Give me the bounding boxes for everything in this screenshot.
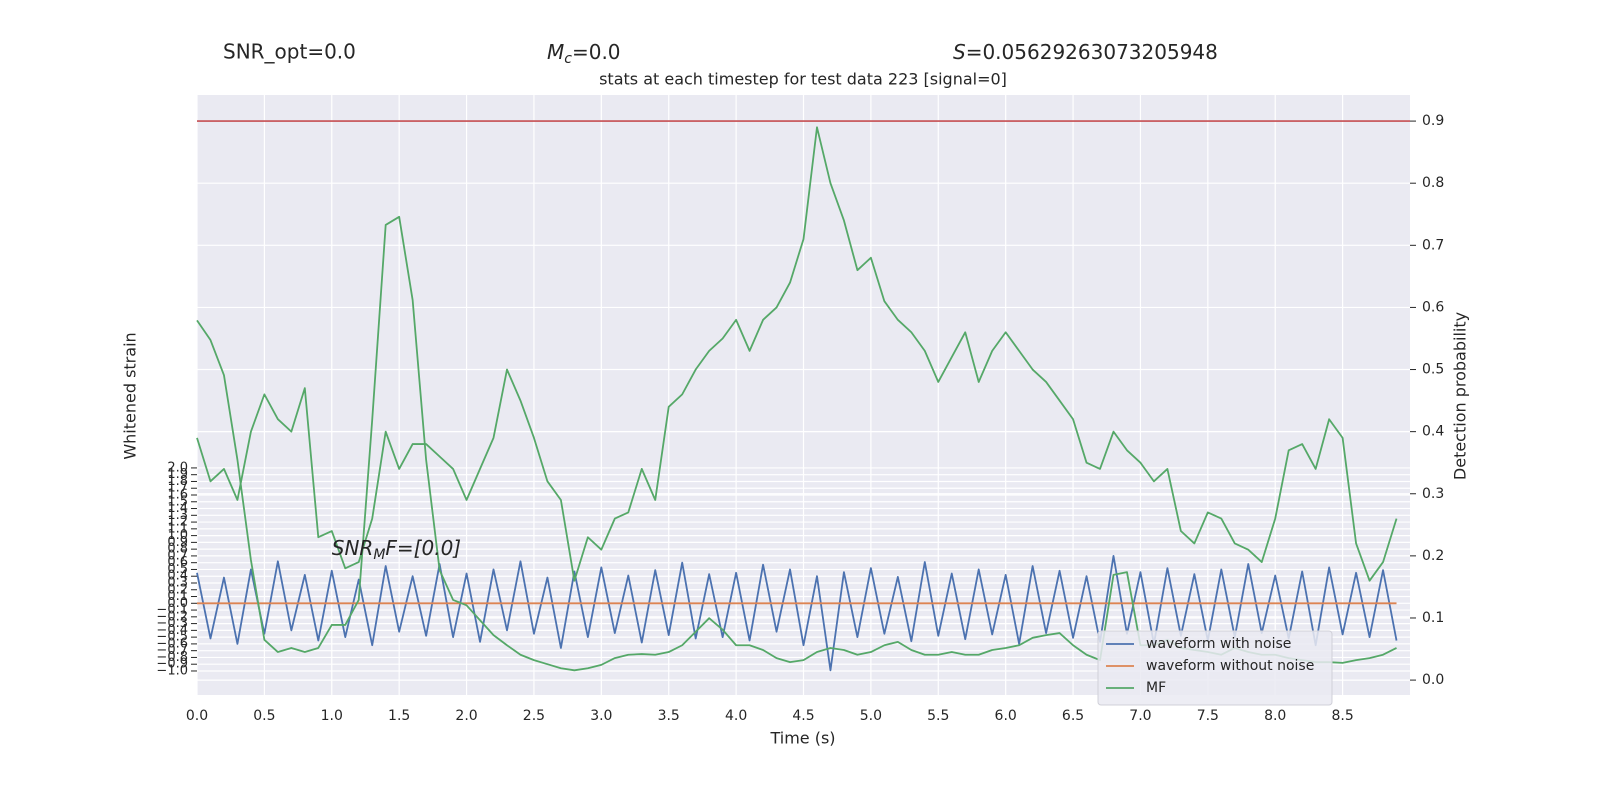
legend: waveform with noise waveform without nois… <box>1097 630 1333 706</box>
y-tick-label: −0.2 <box>156 609 188 624</box>
subscript: c <box>564 51 572 67</box>
y2-tick-label: 0.7 <box>1422 237 1444 253</box>
x-tick-label: 3.5 <box>658 708 680 724</box>
y2-tick-label: 0.8 <box>1422 175 1444 191</box>
legend-label: waveform with noise <box>1146 636 1291 652</box>
y-tick-label: −0.3 <box>156 616 188 631</box>
y2-tick-label: 0.3 <box>1422 486 1444 502</box>
y2-axis-label: Detection probability <box>1451 312 1470 480</box>
y-tick-label: −0.8 <box>156 650 188 665</box>
series-line <box>196 555 1398 672</box>
y-tick-label: −0.1 <box>156 603 188 618</box>
legend-label: MF <box>1146 680 1166 696</box>
x-tick-label: 6.5 <box>1062 708 1084 724</box>
legend-box <box>1097 630 1333 706</box>
y-tick-label: −0.6 <box>156 636 188 651</box>
x-tick-label: 8.5 <box>1331 708 1353 724</box>
text: =0.05629263073205948 <box>966 40 1218 64</box>
symbol: SNR <box>332 536 374 560</box>
y-tick-label: 1.3 <box>167 508 188 523</box>
x-tick-label: 4.0 <box>725 708 747 724</box>
y-tick-label: 0.9 <box>167 535 188 550</box>
x-axis-label: Time (s) <box>769 729 835 748</box>
y-axis-label: Whitened strain <box>121 332 140 459</box>
y-tick-label: 2.0 <box>167 460 188 475</box>
y-tick-label: 0.5 <box>167 562 188 577</box>
y2-tick-label: 0.5 <box>1422 362 1444 378</box>
y2-tick-label: 0.1 <box>1422 610 1444 626</box>
y-tick-label: 0.4 <box>167 569 188 584</box>
x-tick-label: 1.5 <box>388 708 410 724</box>
y2-tick-label: 0.0 <box>1422 672 1444 688</box>
y-tick-label: 0.6 <box>167 555 188 570</box>
y-tick-label: 1.7 <box>167 481 188 496</box>
symbol: S <box>953 40 966 64</box>
x-tick-label: 2.0 <box>455 708 477 724</box>
y-tick-label: 1.1 <box>167 521 188 536</box>
x-tick-label: 3.0 <box>590 708 612 724</box>
y-tick-label: −0.5 <box>156 630 188 645</box>
y2-tick-label: 0.6 <box>1422 299 1444 315</box>
y-tick-label: 1.9 <box>167 467 188 482</box>
y-tick-label: 0.2 <box>167 582 188 597</box>
annotation: SNRMF=[0.0] <box>332 536 461 564</box>
y-tick-label: −0.9 <box>156 657 188 672</box>
y-tick-label: 1.4 <box>167 501 188 516</box>
x-tick-label: 5.5 <box>927 708 949 724</box>
y-tick-label: 1.2 <box>167 515 188 530</box>
x-tick-label: 1.0 <box>321 708 343 724</box>
legend-label: waveform without noise <box>1146 658 1314 674</box>
series-line <box>196 126 1398 582</box>
y2-tick-label: 0.9 <box>1422 113 1444 129</box>
y-tick-label: 1.5 <box>167 494 188 509</box>
y-tick-label: 0.1 <box>167 589 188 604</box>
x-tick-label: 8.0 <box>1264 708 1286 724</box>
x-tick-label: 0.0 <box>186 708 208 724</box>
x-tick-label: 0.5 <box>253 708 275 724</box>
y-tick-label: 1.0 <box>167 528 188 543</box>
y2-tick-label: 0.2 <box>1422 548 1444 564</box>
x-tick-label: 7.5 <box>1197 708 1219 724</box>
y-tick-label: −0.7 <box>156 643 188 658</box>
y-tick-label: 0.0 <box>167 596 188 611</box>
y-tick-label: 0.8 <box>167 542 188 557</box>
chart-title: stats at each timestep for test data 223… <box>599 70 1007 89</box>
y-tick-label: 1.6 <box>167 488 188 503</box>
y2-tick-label: 0.4 <box>1422 424 1444 440</box>
header-snr: SNR_opt=0.0 <box>223 40 356 64</box>
y-tick-label: 0.7 <box>167 548 188 563</box>
text: F=[0.0] <box>385 536 461 560</box>
subscript: M <box>373 547 385 563</box>
y-tick-label: 0.3 <box>167 575 188 590</box>
text: =0.0 <box>572 40 621 64</box>
header-mc: Mc=0.0 <box>547 40 621 68</box>
header-s: S=0.05629263073205948 <box>953 40 1218 64</box>
y-tick-label: 1.8 <box>167 474 188 489</box>
x-tick-label: 7.0 <box>1129 708 1151 724</box>
x-tick-label: 2.5 <box>523 708 545 724</box>
x-tick-label: 5.0 <box>860 708 882 724</box>
x-tick-label: 6.0 <box>995 708 1017 724</box>
y-tick-label: −1.0 <box>156 663 188 678</box>
y-tick-label: −0.4 <box>156 623 188 638</box>
symbol: M <box>547 40 564 64</box>
x-tick-label: 4.5 <box>792 708 814 724</box>
